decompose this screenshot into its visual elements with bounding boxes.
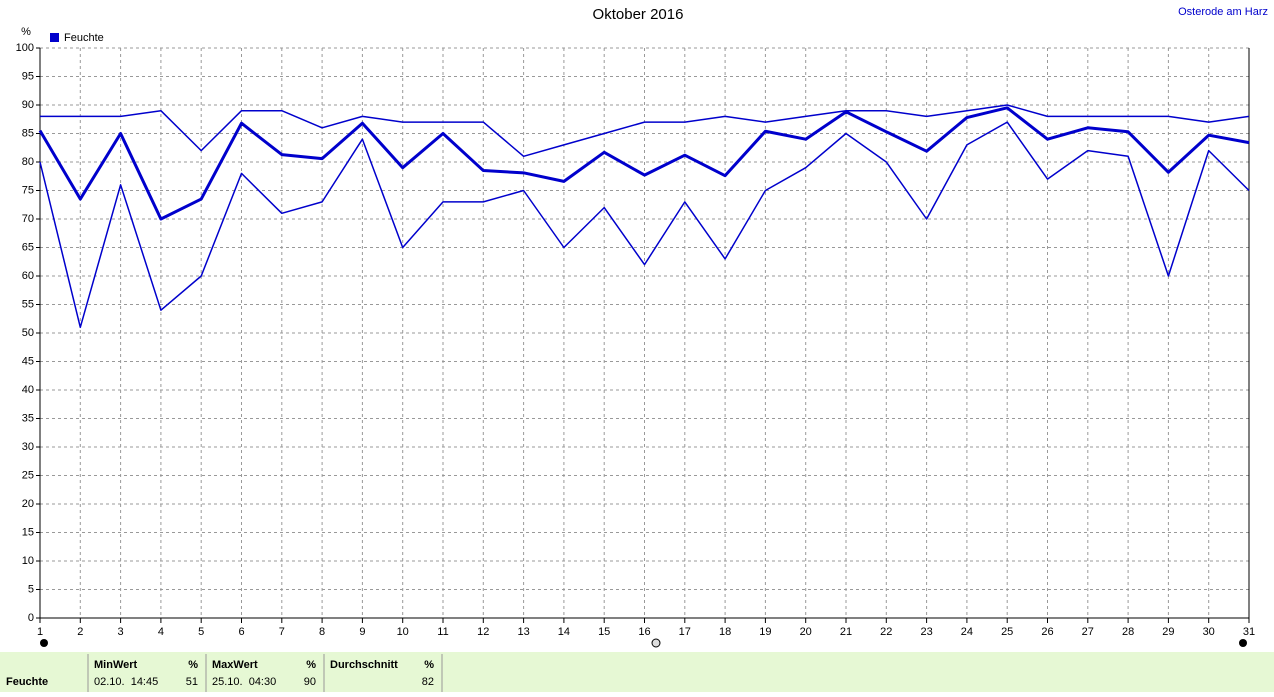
y-tick-label: 90 — [22, 99, 34, 111]
y-tick-label: 10 — [22, 555, 34, 567]
x-tick-label: 12 — [477, 626, 489, 638]
scroll-marker — [40, 639, 48, 647]
x-tick-label: 1 — [37, 626, 43, 638]
column-value: 82 — [422, 676, 434, 688]
x-tick-label: 14 — [558, 626, 570, 638]
x-tick-label: 11 — [437, 626, 448, 638]
location: Osterode am Harz — [1178, 6, 1268, 18]
y-tick-label: 20 — [22, 498, 34, 510]
legend-label: Feuchte — [64, 32, 104, 44]
x-tick-label: 18 — [719, 626, 731, 638]
chart-title: Oktober 2016 — [593, 6, 684, 23]
x-tick-label: 30 — [1203, 626, 1215, 638]
x-tick-label: 15 — [598, 626, 610, 638]
x-tick-label: 2 — [77, 626, 83, 638]
column-header: MinWert — [94, 659, 138, 671]
x-tick-label: 5 — [198, 626, 204, 638]
y-tick-label: 55 — [22, 298, 34, 310]
y-tick-label: 85 — [22, 127, 34, 139]
column-header: Durchschnitt — [330, 659, 398, 671]
y-unit: % — [21, 26, 31, 38]
y-tick-label: 30 — [22, 441, 34, 453]
column-value: 90 — [304, 676, 316, 688]
x-tick-label: 29 — [1162, 626, 1174, 638]
y-tick-label: 100 — [16, 42, 34, 54]
y-tick-label: 65 — [22, 241, 34, 253]
y-tick-label: 60 — [22, 270, 34, 282]
y-tick-label: 25 — [22, 469, 34, 481]
y-tick-label: 75 — [22, 184, 34, 196]
y-tick-label: 70 — [22, 213, 34, 225]
column-unit: % — [306, 659, 316, 671]
x-tick-label: 7 — [279, 626, 285, 638]
column-unit: % — [424, 659, 434, 671]
legend-swatch — [50, 33, 59, 42]
footer — [0, 652, 1274, 692]
x-tick-label: 26 — [1041, 626, 1053, 638]
y-tick-label: 15 — [22, 526, 34, 538]
y-tick-label: 35 — [22, 412, 34, 424]
x-tick-label: 19 — [759, 626, 771, 638]
y-tick-label: 95 — [22, 70, 34, 82]
x-tick-label: 9 — [359, 626, 365, 638]
x-tick-label: 22 — [880, 626, 892, 638]
footer-table: Feuchte MinWert % 02.10. 14:45 51 MaxWert % 25.… — [6, 654, 443, 692]
y-tick-label: 45 — [22, 355, 34, 367]
x-tick-label: 13 — [517, 626, 529, 638]
data-line — [40, 104, 1250, 158]
column-value: 51 — [186, 676, 198, 688]
column-unit: % — [188, 659, 198, 671]
scroll-marker — [1239, 639, 1247, 647]
data-line — [38, 106, 1250, 221]
y-tick-label: 50 — [22, 327, 34, 339]
plot: 0510152025303540455055606570758085909510… — [16, 42, 1255, 638]
x-tick-label: 4 — [158, 626, 164, 638]
x-tick-label: 23 — [920, 626, 932, 638]
x-tick-label: 31 — [1243, 626, 1255, 638]
column-time: 25.10. 04:30 — [212, 676, 276, 688]
x-tick-label: 10 — [397, 626, 409, 638]
x-tick-label: 20 — [800, 626, 812, 638]
column-time: 02.10. 14:45 — [94, 676, 158, 688]
scroll-marker — [651, 638, 661, 648]
x-tick-label: 27 — [1082, 626, 1094, 638]
y-tick-label: 80 — [22, 156, 34, 168]
y-tick-label: 40 — [22, 384, 34, 396]
x-tick-label: 8 — [319, 626, 325, 638]
x-tick-label: 28 — [1122, 626, 1134, 638]
y-tick-label: 5 — [28, 583, 34, 595]
x-tick-label: 17 — [679, 626, 691, 638]
x-tick-label: 16 — [638, 626, 650, 638]
x-tick-label: 6 — [238, 626, 244, 638]
data-line — [39, 121, 1250, 329]
x-tick-label: 24 — [961, 626, 973, 638]
column-header: MaxWert — [212, 659, 258, 671]
x-tick-label: 3 — [118, 626, 124, 638]
row-label: Feuchte — [6, 676, 48, 688]
y-tick-label: 0 — [28, 612, 34, 624]
x-tick-label: 21 — [840, 626, 852, 638]
x-tick-label: 25 — [1001, 626, 1013, 638]
